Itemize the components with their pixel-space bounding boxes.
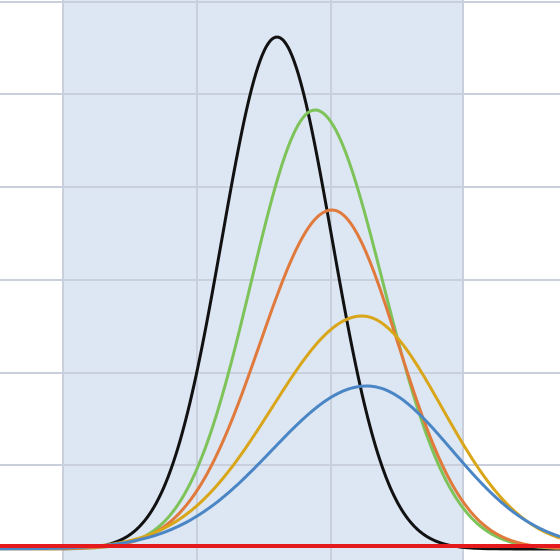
gridlines: [0, 0, 560, 560]
line-chart: [0, 0, 560, 560]
